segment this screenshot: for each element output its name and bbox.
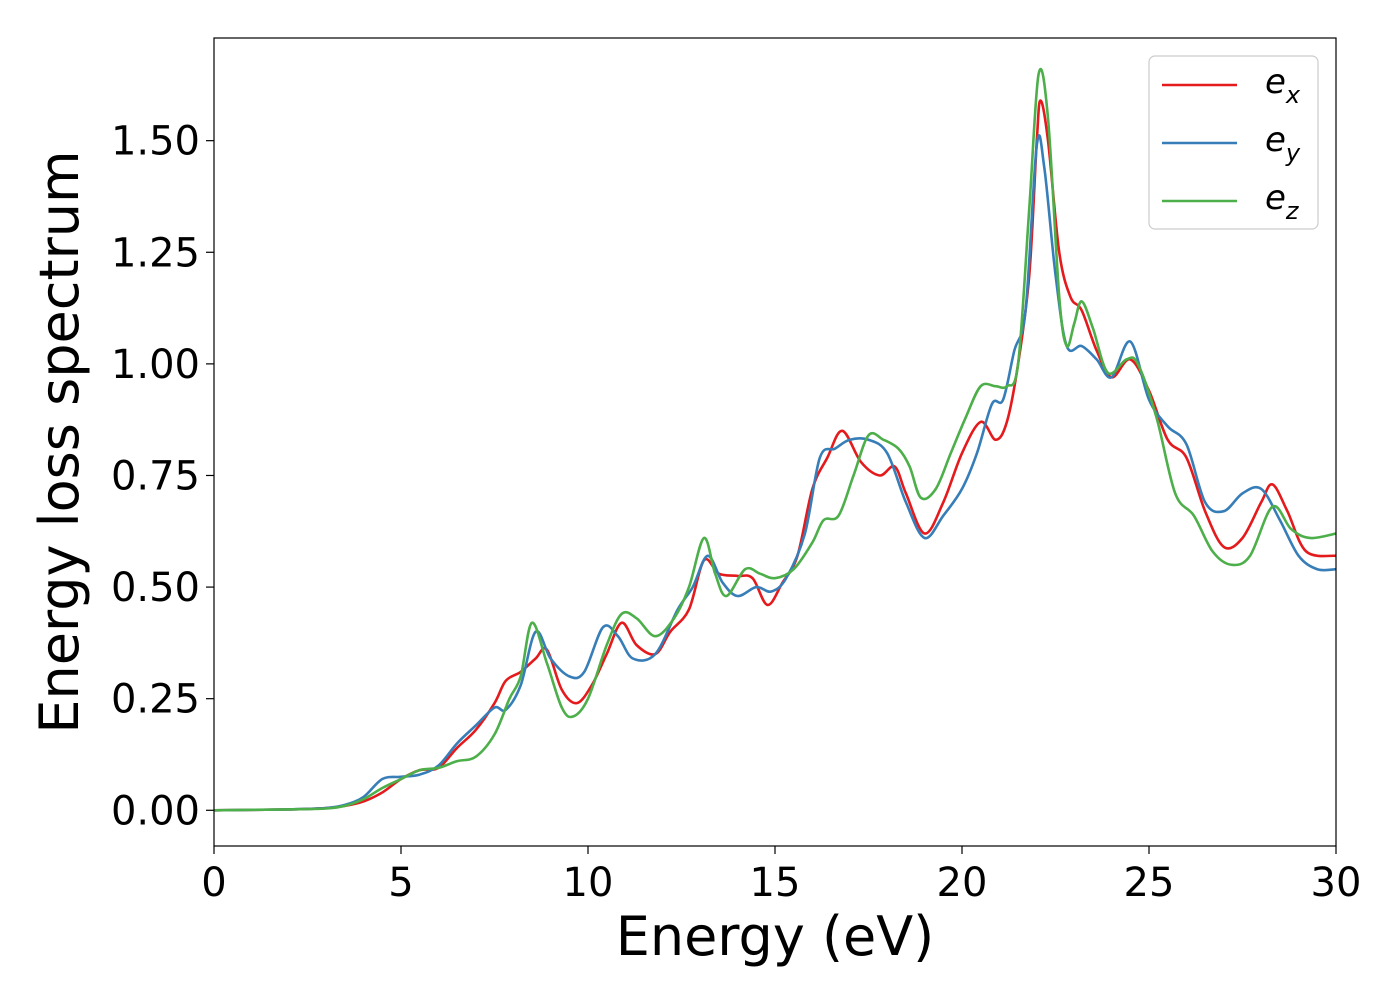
x-tick-label: 5 — [388, 860, 413, 906]
y-tick-label: 0.75 — [111, 453, 200, 499]
y-tick-label: 1.00 — [111, 342, 200, 388]
x-tick-label: 0 — [201, 860, 226, 906]
y-axis: 0.00 0.25 0.50 0.75 1.00 1.25 1.50 — [111, 119, 214, 834]
x-tick-label: 20 — [937, 860, 988, 906]
legend-label-y: ey — [1265, 120, 1301, 167]
x-axis: 0 5 10 15 20 25 30 — [201, 846, 1361, 906]
x-axis-label: Energy (eV) — [616, 905, 935, 968]
legend-label-z: ez — [1265, 178, 1300, 225]
y-tick-label: 0.00 — [111, 788, 200, 834]
series-layer — [214, 67, 1336, 812]
y-tick-label: 1.50 — [111, 119, 200, 165]
x-tick-label: 15 — [750, 860, 801, 906]
x-tick-label: 30 — [1311, 860, 1362, 906]
x-tick-label: 25 — [1124, 860, 1175, 906]
legend-label-x: ex — [1265, 62, 1301, 109]
legend: ex ey ez — [1148, 55, 1319, 230]
y-tick-label: 0.50 — [111, 565, 200, 611]
series-line-y — [214, 134, 1336, 812]
y-tick-label: 0.25 — [111, 677, 200, 723]
y-axis-label: Energy loss spectrum — [28, 150, 91, 733]
y-tick-label: 1.25 — [111, 230, 200, 276]
series-line-z — [214, 67, 1336, 812]
x-tick-label: 10 — [563, 860, 614, 906]
